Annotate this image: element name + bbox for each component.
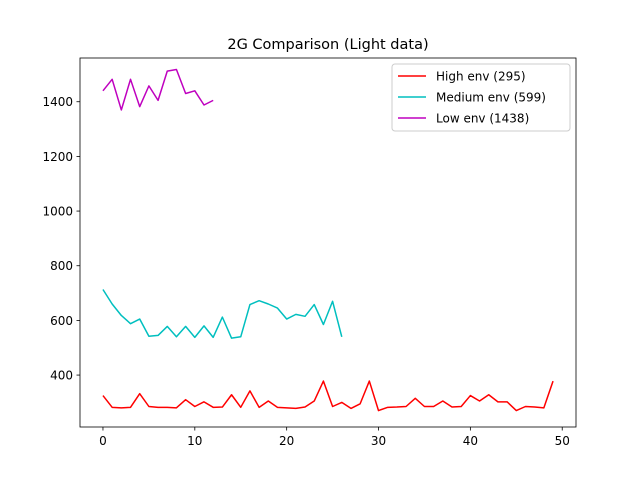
axes-frame [79,57,577,428]
y-tick-label: 800 [50,259,73,273]
series-line-0 [102,380,554,412]
y-tick-label: 600 [50,314,73,328]
y-tick-label: 1400 [42,95,73,109]
x-tick-label: 50 [555,434,570,448]
series-line-2 [102,68,214,111]
y-tick-label: 400 [50,369,73,383]
y-tick-label: 1000 [42,205,73,219]
series-layer [102,68,554,412]
series-line-1 [102,289,343,339]
x-tick-label: 20 [279,434,294,448]
x-tick-label: 30 [371,434,386,448]
x-tick-label: 0 [99,434,107,448]
chart-title: 2G Comparison (Light data) [227,37,428,53]
y-tick-label: 1200 [42,150,73,164]
x-tick-label: 10 [187,434,202,448]
legend-entry-label: Low env (1438) [436,112,529,126]
legend-box [391,63,571,132]
legend-entry-label: Medium env (599) [436,91,546,105]
legend-entry-label: High env (295) [436,70,526,84]
x-tick-label: 40 [463,434,478,448]
plot-area: 0 10 20 30 40 50 400 600 800 1000 1200 1400 [42,57,577,448]
legend: High env (295) Medium env (599) Low env (1… [391,63,571,132]
